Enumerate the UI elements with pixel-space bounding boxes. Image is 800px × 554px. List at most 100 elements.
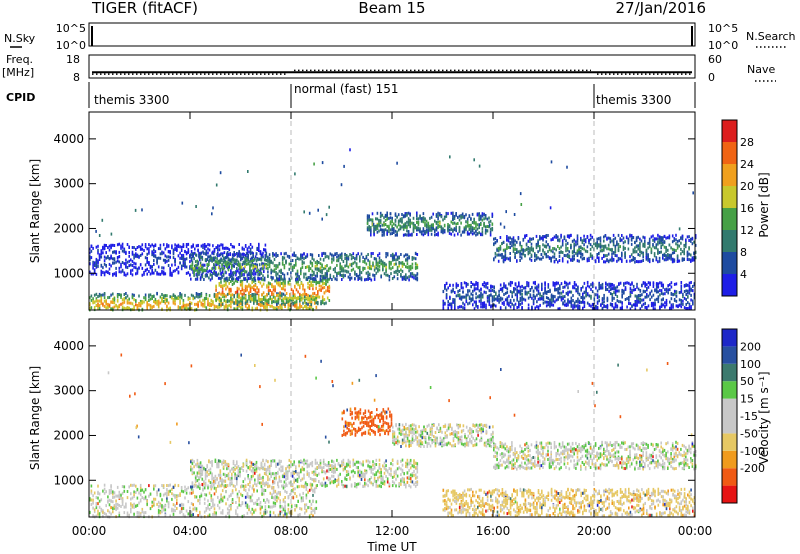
power-cell <box>435 220 438 224</box>
power-cell <box>310 303 312 307</box>
power-cell <box>498 297 500 301</box>
power-cell <box>229 253 231 256</box>
power-cell <box>248 304 250 308</box>
power-cell <box>241 305 244 309</box>
power-cell <box>207 255 209 259</box>
power-cell <box>568 235 571 239</box>
power-cell <box>230 289 232 293</box>
power-cell <box>606 247 608 251</box>
power-cell <box>180 264 183 268</box>
power-cell <box>626 305 628 309</box>
power-cell <box>566 248 569 252</box>
power-cell <box>670 281 673 285</box>
power-cell <box>646 292 648 296</box>
power-cell <box>401 277 404 281</box>
power-cell <box>465 225 467 229</box>
power-cell <box>622 245 625 249</box>
power-cell <box>166 255 168 259</box>
power-cell <box>144 245 147 249</box>
power-cell <box>496 253 498 257</box>
power-cell <box>535 257 538 261</box>
power-cell <box>657 240 659 244</box>
power-cell <box>97 307 99 311</box>
power-cell <box>174 260 176 263</box>
power-cell <box>315 279 317 283</box>
power-cell <box>621 295 623 299</box>
power-cell <box>199 277 202 281</box>
power-cell <box>194 268 197 272</box>
power-cell <box>146 252 148 256</box>
power-cell <box>561 239 564 243</box>
power-cell <box>164 247 167 251</box>
power-cell <box>388 262 391 266</box>
power-cell <box>309 260 312 264</box>
power-cell <box>637 247 639 251</box>
power-cell <box>613 296 615 300</box>
power-cell <box>93 300 96 304</box>
power-cell <box>313 280 316 283</box>
power-cell <box>518 303 520 307</box>
power-cell <box>667 253 669 257</box>
power-cell <box>672 303 674 307</box>
power-cell <box>466 224 469 228</box>
power-cell <box>644 305 646 309</box>
power-cell <box>520 252 523 256</box>
power-cell <box>563 254 566 257</box>
power-cell <box>629 302 632 306</box>
power-cell <box>536 287 538 291</box>
power-cell <box>105 256 107 260</box>
power-cell <box>503 303 505 306</box>
power-cell <box>262 291 265 295</box>
power-cell <box>691 237 694 241</box>
power-cell <box>375 266 378 270</box>
power-cell <box>113 261 116 265</box>
power-cell <box>270 260 272 264</box>
power-cell <box>678 227 681 231</box>
power-cell <box>444 284 446 288</box>
power-cell <box>499 247 502 251</box>
power-cell <box>288 255 291 259</box>
power-cell <box>413 273 415 277</box>
power-cell <box>577 300 579 304</box>
power-cell <box>293 254 295 257</box>
power-cell <box>626 281 628 285</box>
power-cell <box>465 227 467 231</box>
power-cell <box>532 302 535 306</box>
power-cell <box>248 250 250 254</box>
power-cell <box>524 248 526 252</box>
power-cell <box>250 256 253 260</box>
power-cell <box>360 271 363 275</box>
power-cell <box>242 269 245 273</box>
power-cell <box>323 282 326 285</box>
power-cell <box>690 239 692 243</box>
power-cell <box>642 252 644 256</box>
power-cell <box>98 255 101 259</box>
power-cell <box>367 266 369 270</box>
power-cell <box>466 217 469 221</box>
power-cell <box>249 247 252 251</box>
power-cell <box>221 284 224 288</box>
power-cell <box>558 254 561 258</box>
power-cell <box>192 244 194 248</box>
power-cell <box>246 299 248 303</box>
power-cell <box>368 277 371 280</box>
power-cell <box>231 279 234 283</box>
power-cell <box>447 212 449 216</box>
power-cell <box>198 270 200 274</box>
power-cell <box>455 284 458 288</box>
power-cell <box>504 251 507 255</box>
power-ytick-label: 4000 <box>53 132 84 146</box>
power-cell <box>171 273 173 277</box>
power-cell <box>204 274 207 278</box>
power-cell <box>283 256 286 260</box>
power-cell <box>289 298 291 302</box>
power-cell <box>113 298 116 302</box>
power-cell <box>481 227 484 231</box>
power-cell <box>267 267 269 270</box>
power-cell <box>200 292 203 295</box>
power-cell <box>156 302 158 306</box>
power-cell <box>411 272 414 276</box>
power-cell <box>576 237 579 241</box>
power-cell <box>321 271 323 274</box>
power-cell <box>303 257 305 261</box>
